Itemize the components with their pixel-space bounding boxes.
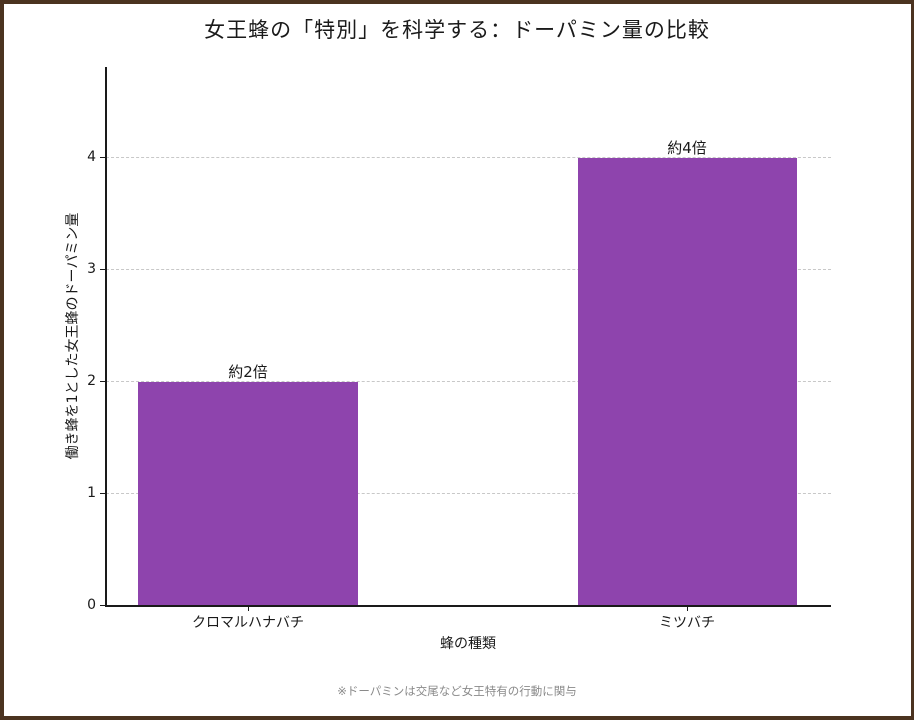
x-tick-label: クロマルハナバチ — [192, 615, 304, 631]
y-tick-label: 3 — [87, 261, 96, 277]
x-tick-label: ミツバチ — [659, 615, 715, 631]
y-tick — [100, 269, 105, 270]
y-tick-label: 4 — [87, 149, 96, 165]
x-axis-title: 蜂の種類 — [440, 636, 496, 652]
x-tick — [248, 606, 249, 611]
gridline-3 — [106, 269, 831, 270]
y-tick-label: 0 — [87, 597, 96, 613]
chart-title: 女王蜂の「特別」を科学する：ドーパミン量の比較 — [204, 18, 710, 42]
y-axis-line — [105, 67, 107, 607]
y-tick-label: 1 — [87, 485, 96, 501]
y-axis-title: 働き蜂を1とした女王蜂のドーパミン量 — [65, 212, 81, 460]
bar-mitsubachi — [578, 158, 797, 606]
bar-kuromaruhanabachi — [138, 382, 358, 606]
y-tick — [100, 157, 105, 158]
y-tick-label: 2 — [87, 373, 96, 389]
y-tick — [100, 381, 105, 382]
y-tick — [100, 493, 105, 494]
bar-value-label: 約2倍 — [228, 363, 268, 381]
footnote: ※ドーパミンは交尾など女王特有の行動に関与 — [337, 684, 577, 698]
bar-value-label: 約4倍 — [667, 139, 707, 157]
gridline-1 — [106, 493, 831, 494]
gridline-2 — [106, 381, 831, 382]
gridline-4 — [106, 157, 831, 158]
x-tick — [687, 606, 688, 611]
y-tick — [100, 605, 105, 606]
x-axis-line — [105, 605, 831, 607]
